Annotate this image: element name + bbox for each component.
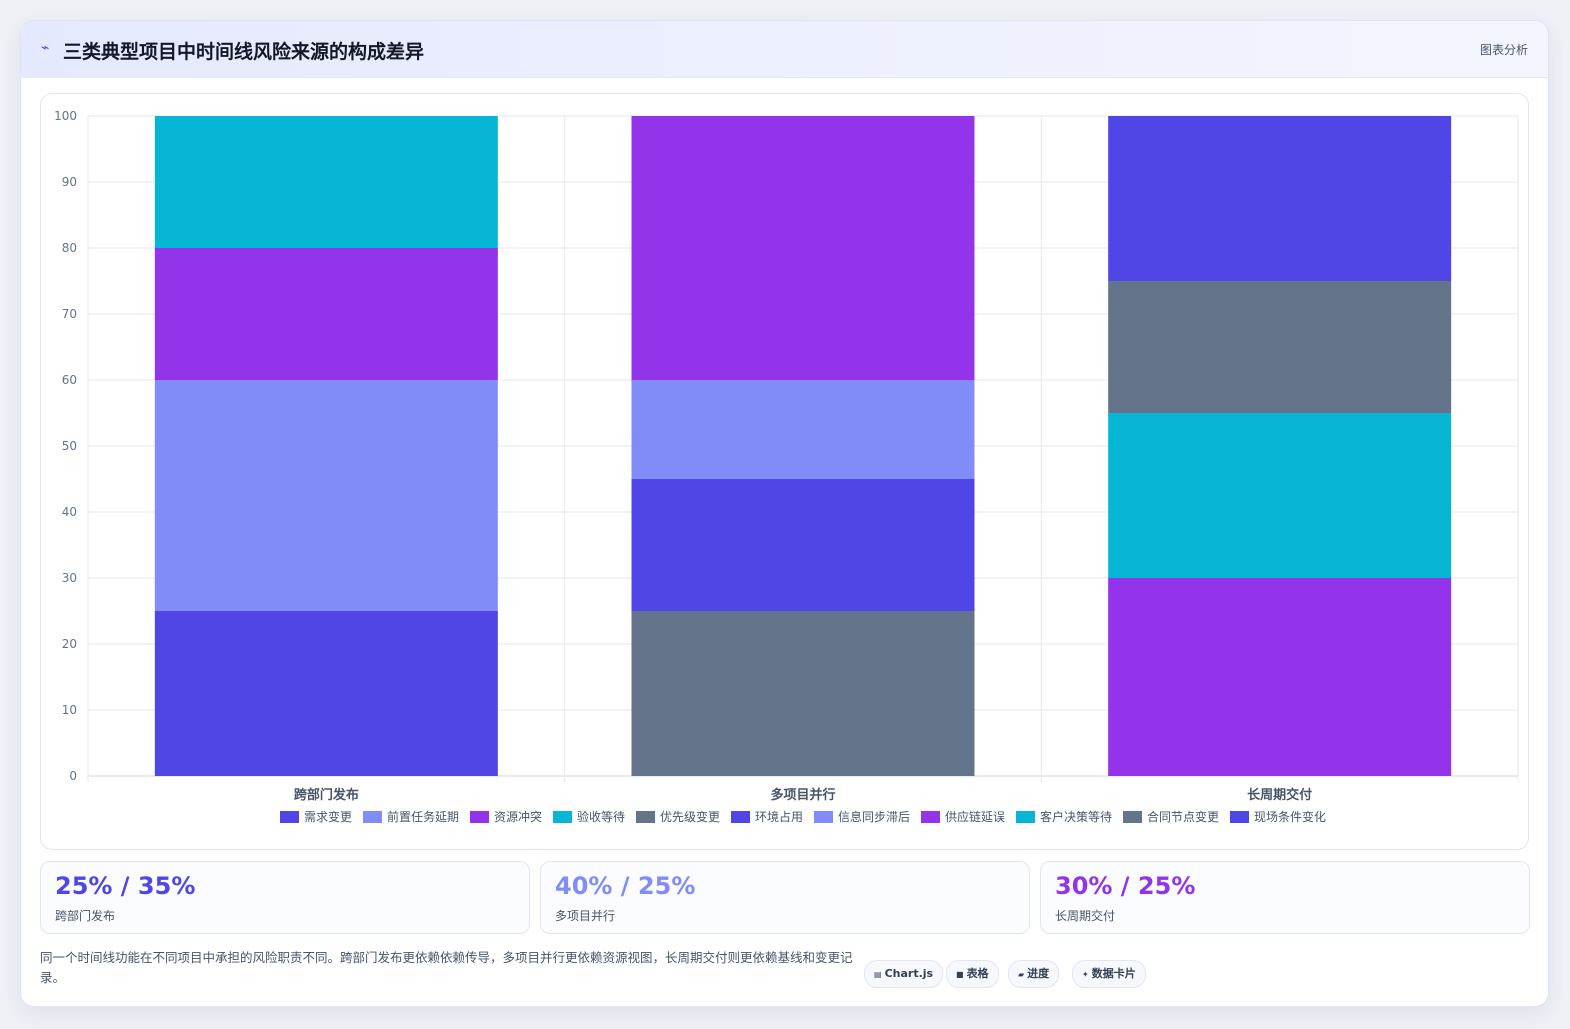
stacked-bar-chart: 0 10 20 30 40 50 60 70 80 90 100 跨部门发布 多项目并行 长周期交付需求变… [54, 109, 1519, 824]
table-icon: ■ [956, 970, 964, 979]
pill-data-card[interactable]: ✦ 数据卡片 [1072, 960, 1146, 988]
bar-segment [154, 116, 498, 248]
legend-label: 信息同步滞后 [838, 809, 910, 824]
x-tick-label: 跨部门发布 [294, 787, 359, 803]
legend-swatch [1123, 811, 1142, 823]
stat-value: 30% / 25% [1055, 872, 1196, 900]
stat-label: 跨部门发布 [55, 909, 116, 923]
legend-label: 需求变更 [304, 809, 352, 824]
bar-segment [154, 248, 498, 380]
summary-note: 同一个时间线功能在不同项目中承担的风险职责不同。跨部门发布更依赖依赖传导，多项目… [40, 950, 853, 985]
legend-swatch [1230, 811, 1249, 823]
bar-segment [631, 611, 975, 776]
legend-label: 供应链延误 [945, 809, 1005, 824]
header-tag[interactable]: 图表分析 [1479, 43, 1528, 57]
stat-card-1: 25% / 35% 跨部门发布 [40, 861, 530, 934]
y-tick-label: 0 [69, 769, 77, 783]
y-tick-label: 70 [62, 307, 77, 321]
y-tick-label: 10 [62, 703, 77, 717]
pill-chartjs[interactable]: ▤ Chart.js [864, 960, 944, 988]
legend-label: 客户决策等待 [1040, 809, 1112, 824]
legend-swatch [553, 811, 572, 823]
x-tick-label: 多项目并行 [770, 787, 835, 803]
panel-header: ⌁ 三类典型项目中时间线风险来源的构成差异 图表分析 [21, 21, 1548, 78]
stat-card-2: 40% / 25% 多项目并行 [540, 861, 1030, 934]
stat-value: 25% / 35% [55, 872, 196, 900]
pill-progress[interactable]: ▰ 进度 [1008, 960, 1060, 988]
pill-label: 表格 [966, 967, 989, 980]
y-tick-label: 80 [62, 241, 77, 255]
bar-segment [1108, 578, 1452, 776]
legend-label: 环境占用 [755, 809, 803, 824]
bar-segment [631, 116, 975, 380]
bar-segment [154, 380, 498, 611]
legend-swatch [363, 811, 382, 823]
legend-label: 合同节点变更 [1147, 809, 1219, 824]
legend-swatch [470, 811, 489, 823]
y-tick-label: 40 [62, 505, 77, 519]
legend-swatch [1016, 811, 1035, 823]
stat-label: 长周期交付 [1055, 909, 1116, 923]
bar-segment [1108, 281, 1452, 413]
legend-label: 优先级变更 [660, 809, 720, 824]
legend-swatch [280, 811, 299, 823]
pill-label: 进度 [1027, 967, 1050, 980]
pill-label: 数据卡片 [1091, 967, 1136, 980]
bar-segment [631, 380, 975, 479]
x-tick-label: 长周期交付 [1247, 787, 1312, 803]
chart-icon: ▤ [874, 970, 882, 979]
legend-label: 资源冲突 [494, 809, 542, 824]
bar-segment [1108, 413, 1452, 578]
stat-label: 多项目并行 [555, 909, 616, 923]
y-tick-label: 100 [54, 109, 77, 123]
y-tick-label: 30 [62, 571, 77, 585]
pill-label: Chart.js [884, 967, 934, 980]
legend-label: 前置任务延期 [387, 809, 459, 824]
legend-label: 验收等待 [577, 809, 625, 824]
stat-value: 40% / 25% [555, 872, 696, 900]
sparkle-icon: ✦ [1082, 970, 1089, 979]
legend-swatch [814, 811, 833, 823]
chart-line-icon: ⌁ [41, 40, 50, 56]
stat-card-3: 30% / 25% 长周期交付 [1040, 861, 1530, 934]
legend-swatch [921, 811, 940, 823]
legend-swatch [731, 811, 750, 823]
legend-swatch [636, 811, 655, 823]
y-tick-label: 90 [62, 175, 77, 189]
chart-panel: ⌁ 三类典型项目中时间线风险来源的构成差异 图表分析 0 10 20 30 40 50 60… [20, 20, 1549, 1007]
y-tick-label: 20 [62, 637, 77, 651]
bar-segment [154, 611, 498, 776]
legend-label: 现场条件变化 [1254, 809, 1326, 824]
pill-table[interactable]: ■ 表格 [946, 960, 999, 988]
bar-segment [631, 479, 975, 611]
chart-card: 0 10 20 30 40 50 60 70 80 90 100 跨部门发布 多项目并行 长周期交付需求变… [40, 93, 1529, 850]
page-title: 三类典型项目中时间线风险来源的构成差异 [63, 41, 425, 63]
y-tick-label: 60 [62, 373, 77, 387]
bar-segment [1108, 116, 1452, 281]
y-tick-label: 50 [62, 439, 77, 453]
progress-icon: ▰ [1018, 970, 1025, 979]
